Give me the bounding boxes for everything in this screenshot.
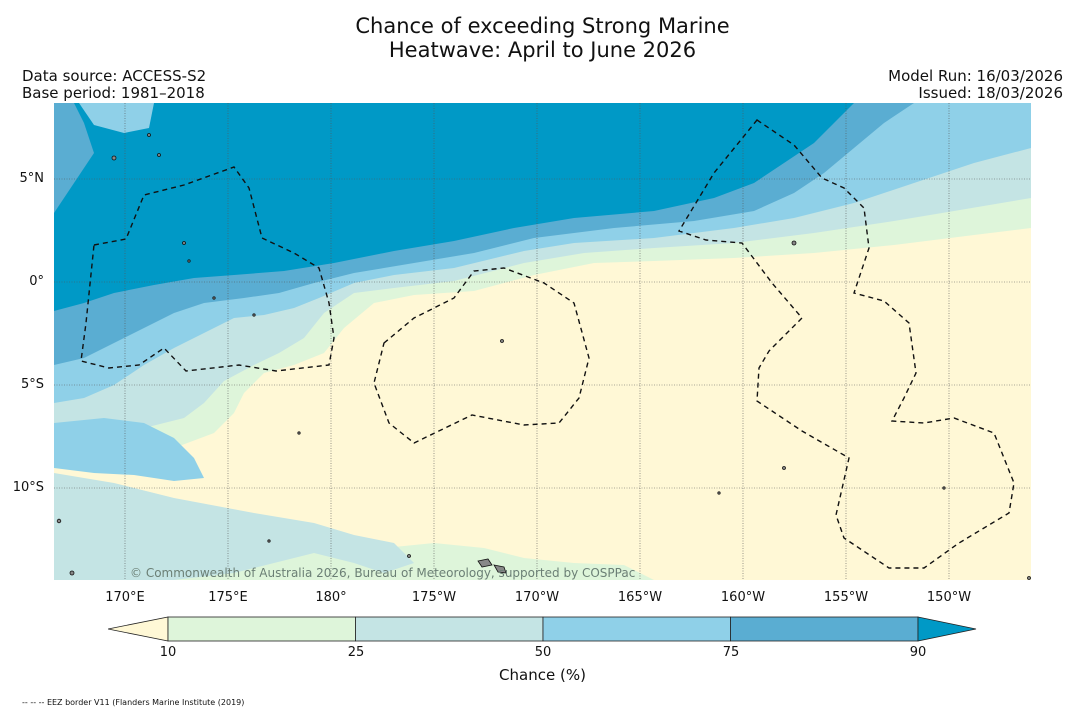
gridlines	[54, 103, 1031, 580]
issued-date: Issued: 18/03/2026	[918, 84, 1063, 102]
lon-tick-160w: 160°W	[720, 590, 766, 605]
lon-tick-175w: 175°W	[411, 590, 457, 605]
lon-tick-175e: 175°E	[208, 590, 248, 605]
colorbar	[107, 616, 978, 648]
lat-tick-5s: 5°S	[20, 377, 44, 392]
colorbar-segment-25-50	[355, 616, 544, 642]
island-samoa-2	[493, 564, 507, 574]
colorbar-tick-75: 75	[722, 645, 740, 660]
lat-tick-10s: 10°S	[12, 480, 44, 495]
colorbar-segment-10-25	[167, 616, 356, 642]
base-period: Base period: 1981–2018	[22, 84, 205, 102]
lat-tick-5n: 5°N	[19, 171, 45, 186]
eez-border-line-islands	[677, 119, 1015, 569]
colorbar-label: Chance (%)	[499, 666, 586, 684]
lon-tick-180: 180°	[315, 590, 347, 605]
model-run: Model Run: 16/03/2026	[888, 67, 1063, 85]
colorbar-segment-75-90	[730, 616, 919, 642]
colorbar-tick-90: 90	[909, 645, 927, 660]
band-75-90-patch	[79, 103, 154, 133]
lon-tick-155w: 155°W	[823, 590, 869, 605]
source-info: Data source: ACCESS-S2 Base period: 1981…	[22, 68, 206, 102]
islands	[56, 133, 1031, 580]
island-samoa	[477, 558, 493, 568]
chart-title: Chance of exceeding Strong Marine Heatwa…	[0, 14, 1085, 62]
colorbar-tick-25: 25	[347, 645, 365, 660]
lon-tick-170e: 170°E	[105, 590, 145, 605]
colorbar-tick-10: 10	[159, 645, 177, 660]
band-above-90	[54, 103, 854, 311]
eez-border-kiribati-gilbert	[80, 166, 335, 372]
lon-tick-170w: 170°W	[514, 590, 560, 605]
map-svg	[54, 103, 1031, 580]
colorbar-segment-50-75	[542, 616, 731, 642]
colorbar-segment-below-10	[107, 616, 169, 642]
eez-borders	[80, 119, 1015, 569]
probability-map	[54, 103, 1031, 580]
data-source: Data source: ACCESS-S2	[22, 67, 207, 85]
colorbar-svg	[107, 616, 977, 642]
copyright-notice: © Commonwealth of Australia 2026, Bureau…	[130, 566, 636, 580]
run-info: Model Run: 16/03/2026 Issued: 18/03/2026	[888, 68, 1063, 102]
lat-tick-0: 0°	[29, 274, 44, 289]
lon-tick-150w: 150°W	[926, 590, 972, 605]
title-line-2: Heatwave: April to June 2026	[388, 38, 697, 62]
title-line-1: Chance of exceeding Strong Marine	[355, 14, 730, 38]
eez-border-phoenix	[373, 267, 590, 444]
eez-footnote: -- -- -- EEZ border V11 (Flanders Marine…	[22, 698, 245, 707]
colorbar-segment-above-90	[917, 616, 977, 642]
colorbar-tick-50: 50	[534, 645, 552, 660]
lon-tick-165w: 165°W	[617, 590, 663, 605]
